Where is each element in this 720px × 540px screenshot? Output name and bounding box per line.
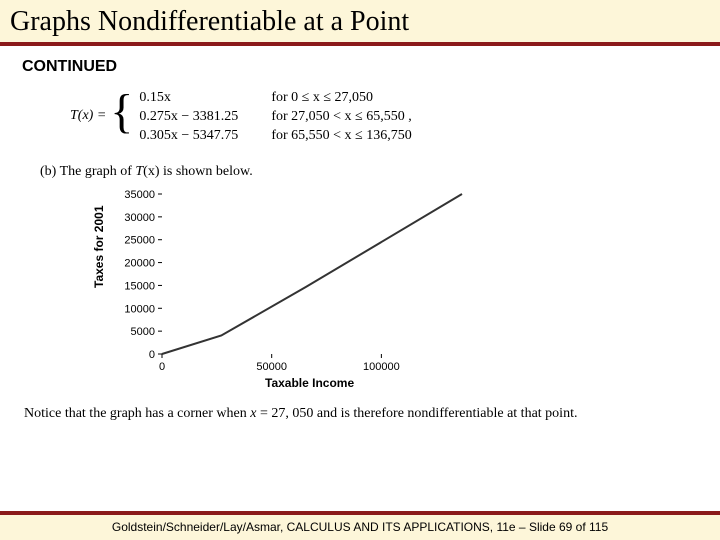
svg-text:5000: 5000: [131, 326, 155, 338]
caption-T: T: [135, 164, 143, 179]
title-bar: Graphs Nondifferentiable at a Point: [0, 0, 720, 46]
continued-label: CONTINUED: [22, 58, 720, 76]
case-cond: for 0 ≤ x ≤ 27,050: [271, 90, 373, 106]
note-post: = 27, 050 and is therefore nondifferenti…: [256, 406, 577, 421]
svg-text:25000: 25000: [124, 235, 155, 247]
piecewise-lhs: T(x) =: [70, 90, 106, 124]
case-expr: 0.275x − 3381.25: [139, 109, 271, 125]
caption: (b) The graph of T(x) is shown below.: [40, 164, 720, 180]
case-cond: for 65,550 < x ≤ 136,750: [271, 128, 411, 144]
case-expr: 0.305x − 5347.75: [139, 128, 271, 144]
case-row: 0.15x for 0 ≤ x ≤ 27,050: [139, 90, 411, 106]
piecewise-definition: T(x) = { 0.15x for 0 ≤ x ≤ 27,050 0.275x…: [70, 90, 720, 144]
note-pre: Notice that the graph has a corner when: [24, 406, 250, 421]
case-row: 0.275x − 3381.25 for 27,050 < x ≤ 65,550…: [139, 109, 411, 125]
note: Notice that the graph has a corner when …: [24, 406, 720, 422]
x-axis-label: Taxable Income: [265, 376, 354, 390]
piecewise-cases: 0.15x for 0 ≤ x ≤ 27,050 0.275x − 3381.2…: [139, 90, 411, 144]
footer-text: Goldstein/Schneider/Lay/Asmar, CALCULUS …: [112, 520, 608, 534]
brace-icon: {: [110, 88, 133, 136]
caption-post: (x) is shown below.: [143, 164, 253, 179]
svg-text:20000: 20000: [124, 258, 155, 270]
page-title: Graphs Nondifferentiable at a Point: [10, 6, 710, 38]
chart: Taxes for 2001 0500010000150002000025000…: [110, 188, 510, 388]
svg-text:35000: 35000: [124, 189, 155, 201]
footer: Goldstein/Schneider/Lay/Asmar, CALCULUS …: [0, 511, 720, 540]
svg-text:30000: 30000: [124, 212, 155, 224]
svg-text:50000: 50000: [256, 361, 287, 373]
case-row: 0.305x − 5347.75 for 65,550 < x ≤ 136,75…: [139, 128, 411, 144]
svg-text:100000: 100000: [363, 361, 400, 373]
y-axis-label: Taxes for 2001: [92, 206, 106, 289]
case-expr: 0.15x: [139, 90, 271, 106]
svg-text:0: 0: [149, 349, 155, 361]
svg-text:0: 0: [159, 361, 165, 373]
chart-svg: 0 5000 10000 15000 20000 25000 30000 35000 0 5000…: [110, 188, 510, 388]
case-cond: for 27,050 < x ≤ 65,550 ,: [271, 109, 411, 125]
caption-pre: (b) The graph of: [40, 164, 135, 179]
svg-text:10000: 10000: [124, 303, 155, 315]
svg-text:15000: 15000: [124, 280, 155, 292]
